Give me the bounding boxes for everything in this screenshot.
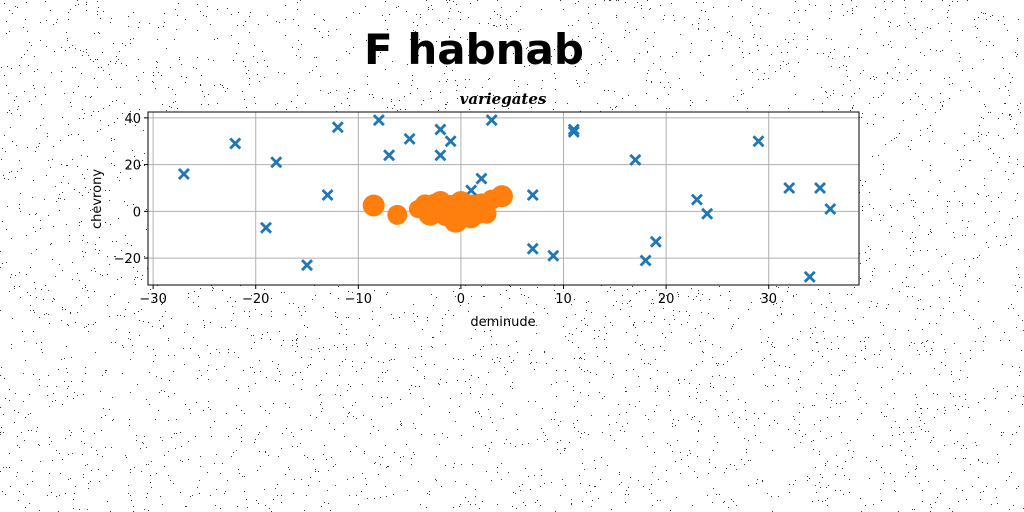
x-marker-point bbox=[783, 181, 796, 194]
x-marker-point bbox=[526, 242, 539, 255]
circle-marker-point bbox=[421, 201, 444, 224]
x-tick-label: −20 bbox=[242, 292, 269, 307]
x-marker-point bbox=[434, 149, 447, 162]
x-marker-point bbox=[270, 156, 283, 169]
x-marker-point bbox=[383, 149, 396, 162]
x-marker-point bbox=[547, 249, 560, 262]
x-marker-point bbox=[177, 167, 190, 180]
plot-frame bbox=[147, 111, 860, 286]
x-marker-point bbox=[372, 114, 385, 127]
x-axis-ticks: −30 −20 −10 0 10 20 30 bbox=[139, 285, 777, 307]
x-marker-point bbox=[526, 188, 539, 201]
x-marker-point bbox=[301, 259, 314, 272]
y-axis-label: chevrony bbox=[90, 169, 105, 229]
gridlines bbox=[148, 112, 859, 285]
x-marker-point bbox=[649, 235, 662, 248]
x-marker-point bbox=[690, 193, 703, 206]
x-marker-point bbox=[567, 123, 580, 136]
series-circle-markers bbox=[362, 185, 513, 233]
x-tick-label: 20 bbox=[658, 292, 675, 307]
y-axis-ticks: −20 0 20 40 bbox=[114, 112, 148, 267]
x-tick-label: 0 bbox=[457, 292, 465, 307]
x-marker-point bbox=[465, 184, 478, 197]
x-marker-point bbox=[475, 172, 488, 185]
y-tick-label: 20 bbox=[124, 159, 141, 174]
x-marker-point bbox=[824, 203, 837, 216]
x-marker-point bbox=[814, 181, 827, 194]
x-marker-point bbox=[485, 114, 498, 127]
circle-marker-point bbox=[387, 204, 408, 225]
circle-marker-point bbox=[362, 194, 385, 217]
circle-marker-point bbox=[461, 208, 482, 229]
x-marker-point bbox=[639, 254, 652, 267]
x-marker-point bbox=[803, 270, 816, 283]
x-marker-point bbox=[444, 135, 457, 148]
x-marker-point bbox=[403, 132, 416, 145]
x-marker-point bbox=[331, 121, 344, 134]
x-tick-label: −10 bbox=[345, 292, 372, 307]
x-tick-label: −30 bbox=[139, 292, 166, 307]
circle-marker-point bbox=[490, 185, 513, 208]
y-tick-label: −20 bbox=[114, 252, 141, 267]
x-tick-label: 10 bbox=[555, 292, 572, 307]
x-marker-point bbox=[434, 123, 447, 136]
x-marker-point bbox=[321, 188, 334, 201]
x-marker-point bbox=[229, 137, 242, 150]
series-x-markers bbox=[177, 114, 837, 283]
y-tick-label: 0 bbox=[133, 205, 141, 220]
x-marker-point bbox=[567, 125, 580, 138]
x-tick-label: 30 bbox=[760, 292, 777, 307]
y-tick-label: 40 bbox=[124, 112, 141, 127]
x-axis-label: deminude bbox=[470, 315, 535, 330]
x-marker-point bbox=[259, 221, 272, 234]
x-marker-point bbox=[701, 207, 714, 220]
chart-suptitle: F habnab bbox=[364, 25, 584, 74]
x-marker-point bbox=[629, 153, 642, 166]
chart-title: variegates bbox=[460, 90, 547, 108]
x-marker-point bbox=[752, 135, 765, 148]
